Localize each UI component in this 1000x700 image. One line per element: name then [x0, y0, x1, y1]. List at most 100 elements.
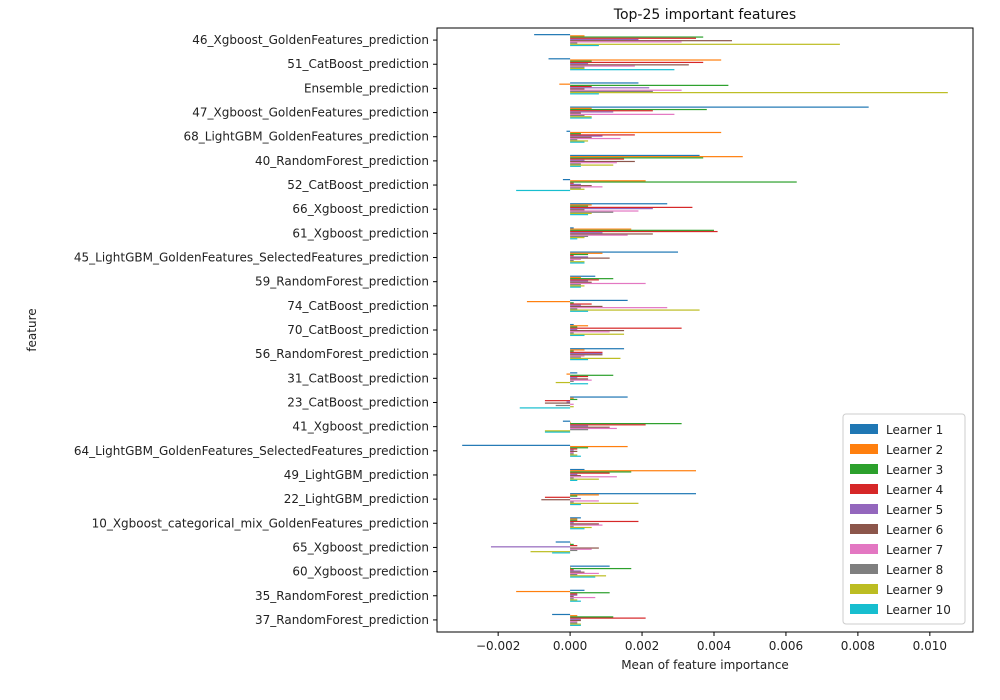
bar-21-learner-10 [570, 528, 585, 530]
y-axis-label: feature [25, 308, 39, 351]
bar-1-learner-1 [534, 34, 571, 36]
bar-1-learner-9 [570, 43, 840, 45]
bar-8-learner-1 [570, 203, 668, 205]
bar-19-learner-3 [570, 471, 632, 473]
legend-swatch [850, 604, 878, 614]
y-tick-label: 23_CatBoost_prediction [287, 395, 429, 409]
bar-10-learner-9 [570, 261, 585, 263]
bar-21-learner-2 [570, 518, 578, 520]
legend-swatch [850, 564, 878, 574]
bar-16-learner-3 [570, 398, 578, 401]
bar-12-learner-4 [570, 303, 592, 305]
bar-17-learner-1 [562, 420, 571, 422]
bar-1-learner-7 [570, 41, 682, 43]
bar-9-learner-4 [570, 230, 718, 233]
bar-25-learner-3 [570, 616, 614, 618]
bar-5-learner-8 [570, 139, 578, 141]
bar-18-learner-6 [570, 450, 578, 453]
bar-11-learner-2 [570, 276, 581, 279]
bar-4-learner-6 [570, 112, 581, 114]
bar-23-learner-10 [570, 576, 596, 578]
bar-6-learner-4 [570, 158, 625, 160]
bar-6-learner-9 [570, 164, 614, 166]
bar-25-learner-4 [570, 617, 646, 619]
bar-24-learner-6 [570, 595, 574, 597]
bar-3-learner-9 [570, 92, 948, 94]
bar-12-learner-6 [570, 305, 603, 308]
x-tick-label: 0.000 [553, 639, 587, 653]
bar-17-learner-8 [570, 429, 589, 431]
bar-7-learner-5 [570, 183, 581, 186]
legend-entry-label: Learner 4 [886, 483, 943, 497]
y-tick-label: 49_LightGBM_prediction [284, 468, 429, 482]
bar-17-learner-7 [570, 427, 617, 430]
bar-6-learner-5 [570, 159, 585, 161]
bar-25-learner-5 [570, 618, 581, 620]
bar-15-learner-4 [570, 375, 589, 378]
bar-18-learner-1 [462, 444, 571, 446]
bar-4-learner-3 [570, 108, 707, 111]
bar-21-learner-1 [570, 517, 581, 519]
bar-1-learner-4 [570, 37, 697, 39]
bar-9-learner-9 [570, 236, 585, 239]
bar-3-learner-3 [570, 84, 729, 86]
bar-14-learner-2 [570, 349, 585, 351]
y-tick-label: 56_RandomForest_prediction [255, 347, 429, 361]
bar-16-learner-1 [570, 396, 628, 398]
bar-10-learner-2 [570, 252, 603, 254]
bar-7-learner-1 [562, 179, 571, 181]
x-axis-ticks: −0.002 0.000 0.002 0.004 0.006 0.008 0.010 [476, 632, 947, 653]
bar-6-learner-6 [570, 160, 635, 163]
bar-2-learner-1 [548, 58, 571, 60]
bar-9-learner-5 [570, 232, 603, 234]
bar-4-learner-7 [570, 113, 675, 115]
bar-4-learner-2 [570, 107, 592, 109]
bar-10-learner-6 [570, 257, 610, 259]
bar-13-learner-8 [570, 332, 574, 334]
bar-1-learner-6 [570, 40, 732, 42]
bar-20-learner-8 [570, 501, 574, 503]
bar-23-learner-5 [570, 570, 581, 572]
bar-9-learner-8 [570, 235, 589, 237]
bar-1-learner-5 [570, 38, 639, 41]
bar-12-learner-2 [526, 301, 571, 303]
bar-25-learner-9 [570, 623, 581, 625]
bar-22-learner-8 [570, 549, 578, 552]
legend-entry-label: Learner 9 [886, 583, 943, 597]
bar-18-learner-5 [570, 449, 574, 451]
bar-22-learner-4 [570, 545, 578, 547]
bar-18-learner-7 [570, 452, 574, 454]
bar-1-learner-3 [570, 36, 704, 38]
bar-4-learner-9 [570, 116, 592, 118]
y-tick-label: 41_Xgboost_prediction [292, 420, 429, 434]
bar-12-learner-3 [570, 302, 574, 304]
bar-9-learner-3 [570, 229, 714, 231]
bar-8-learner-5 [570, 207, 653, 210]
bar-14-learner-5 [570, 352, 603, 355]
bar-3-learner-6 [570, 88, 585, 90]
bar-6-learner-3 [570, 157, 704, 159]
bar-10-learner-4 [570, 255, 574, 257]
bar-19-learner-1 [570, 468, 585, 471]
bar-23-learner-7 [570, 572, 599, 575]
x-tick-label: 0.002 [625, 639, 659, 653]
bar-8-learner-7 [570, 210, 639, 212]
bar-22-learner-3 [570, 543, 574, 546]
legend-swatch [850, 444, 878, 454]
bar-16-learner-8 [555, 404, 571, 407]
bar-19-learner-6 [570, 474, 581, 477]
bar-11-learner-4 [570, 279, 599, 281]
bar-14-learner-7 [570, 355, 585, 357]
bar-2-learner-6 [570, 64, 689, 66]
bar-15-learner-7 [570, 379, 592, 381]
legend-swatch [850, 484, 878, 494]
bar-4-learner-5 [570, 111, 614, 113]
bar-2-learner-7 [570, 65, 635, 67]
bar-17-learner-4 [570, 424, 646, 426]
bar-1-learner-8 [570, 42, 578, 44]
bar-19-learner-5 [570, 473, 578, 475]
bar-14-learner-3 [570, 350, 574, 352]
legend-swatch [850, 504, 878, 514]
bar-10-learner-10 [570, 262, 585, 264]
